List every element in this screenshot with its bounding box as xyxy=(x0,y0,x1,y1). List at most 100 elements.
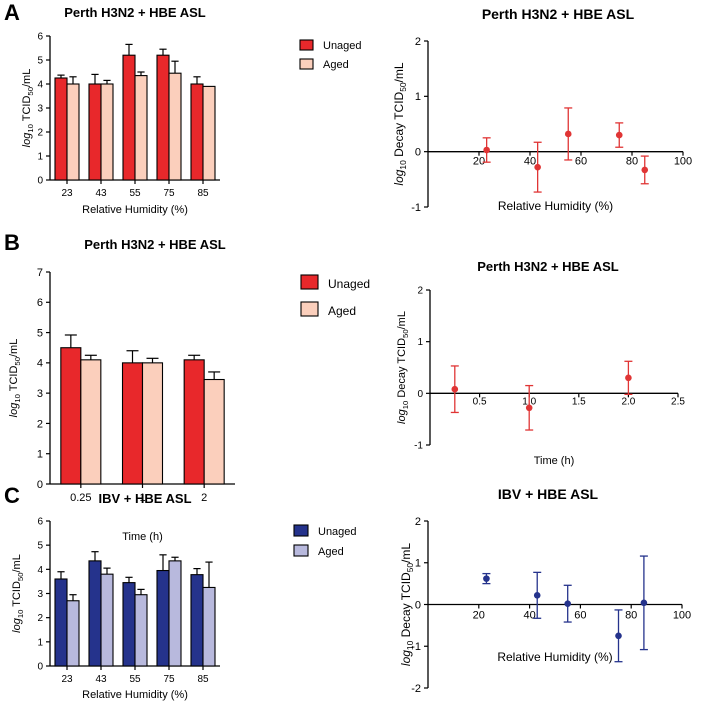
x-tick-label: 1 xyxy=(139,492,145,504)
legend-label: Aged xyxy=(318,546,344,558)
bar xyxy=(54,77,68,181)
y-axis-label-part: 10 xyxy=(405,640,415,650)
bar xyxy=(134,594,148,667)
bar xyxy=(190,83,204,181)
y-tick-label: 6 xyxy=(37,32,43,43)
y-axis-label-part: TCID xyxy=(8,366,20,395)
y-tick-label: 6 xyxy=(37,517,43,528)
y-axis-label-part: 50 xyxy=(401,329,410,338)
x-tick-label: 40 xyxy=(523,610,535,622)
y-tick-label: 2 xyxy=(415,36,421,48)
bar xyxy=(168,72,182,181)
y-tick-label: 1 xyxy=(37,449,43,461)
x-tick-label: 75 xyxy=(163,674,175,685)
y-tick-label: 2 xyxy=(37,613,43,624)
y-tick-label: 2 xyxy=(37,418,43,430)
legend-swatch xyxy=(300,274,319,290)
x-tick-label: 0.5 xyxy=(473,396,487,407)
y-axis-label-part: /mL xyxy=(21,69,33,87)
y-axis-label-part: 10 xyxy=(401,401,410,410)
x-tick-label: 2.0 xyxy=(621,396,635,407)
y-axis-label-part: log xyxy=(396,408,408,424)
data-point xyxy=(615,131,623,139)
bar xyxy=(88,83,102,181)
x-tick-label: 43 xyxy=(95,674,107,685)
data-point xyxy=(564,600,571,607)
data-point xyxy=(615,632,622,640)
y-tick-label: 4 xyxy=(37,80,43,91)
x-tick-label: 60 xyxy=(574,610,586,622)
bar xyxy=(156,569,170,667)
x-tick-label: 2.5 xyxy=(671,396,685,407)
legend-swatch xyxy=(299,39,314,51)
bar xyxy=(134,75,148,181)
x-tick-label: 23 xyxy=(61,188,73,199)
bar xyxy=(203,378,225,485)
x-tick-label: 0.25 xyxy=(70,492,91,504)
y-axis-label-part: /mL xyxy=(11,554,23,572)
data-point xyxy=(625,374,632,382)
y-axis-label-part: 50 xyxy=(13,357,22,366)
bar xyxy=(66,600,80,667)
bar xyxy=(141,362,164,485)
y-tick-label: 3 xyxy=(37,589,43,600)
x-tick-label: 100 xyxy=(673,610,691,622)
panel-label-b: B xyxy=(4,230,20,255)
x-axis-label: Relative Humidity (%) xyxy=(498,199,613,213)
y-axis-label-part: /mL xyxy=(399,543,413,563)
bar xyxy=(156,54,170,181)
bar xyxy=(202,586,216,667)
x-tick-label: 2 xyxy=(201,492,207,504)
x-tick-label: 20 xyxy=(473,610,485,622)
bar xyxy=(100,83,114,181)
legend-label: Unaged xyxy=(318,526,357,538)
chart-title: Perth H3N2 + HBE ASL xyxy=(84,237,226,252)
x-tick-label: 85 xyxy=(197,674,209,685)
x-tick-label: 75 xyxy=(163,188,175,199)
y-axis-label-part: 10 xyxy=(16,610,25,619)
bar xyxy=(122,582,136,667)
data-point xyxy=(640,599,648,607)
y-tick-label: 2 xyxy=(37,128,43,139)
y-tick-label: 3 xyxy=(37,388,43,400)
x-tick-label: 23 xyxy=(61,674,73,685)
y-tick-label: 7 xyxy=(37,267,43,279)
y-axis-label: log10 Decay TCID50/mL xyxy=(392,62,408,185)
y-axis-label: log10 Decay TCID50/mL xyxy=(399,543,415,666)
bar xyxy=(100,573,114,667)
data-point xyxy=(451,385,459,393)
legend-label: Unaged xyxy=(328,277,370,291)
y-axis-label-part: 50 xyxy=(398,82,408,92)
y-axis-label: log10 Decay TCID50/mL xyxy=(396,311,410,424)
data-point xyxy=(534,163,541,171)
data-point xyxy=(483,146,490,154)
bar xyxy=(88,560,102,667)
y-tick-label: 0 xyxy=(415,147,421,159)
bar xyxy=(80,359,102,485)
legend-label: Unaged xyxy=(323,40,362,52)
legend-label: Aged xyxy=(328,304,356,318)
y-axis-label-part: log xyxy=(8,402,20,418)
x-tick-label: 55 xyxy=(129,674,141,685)
y-axis-label-part: log xyxy=(399,650,413,666)
x-tick-label: 100 xyxy=(674,156,692,168)
x-axis-label: Time (h) xyxy=(534,455,575,467)
y-axis-label: log10 TCID50/mL xyxy=(11,554,25,633)
panel-label-a: A xyxy=(4,0,20,25)
y-tick-label: 0 xyxy=(37,662,43,673)
bar xyxy=(121,362,144,485)
y-axis-label-part: 50 xyxy=(405,563,415,573)
y-axis-label-part: 50 xyxy=(26,87,35,96)
y-tick-label: 0 xyxy=(37,479,43,491)
legend-swatch xyxy=(299,58,314,70)
y-tick-label: 1 xyxy=(415,558,421,570)
y-tick-label: 1 xyxy=(37,637,43,648)
x-tick-label: 55 xyxy=(129,188,141,199)
y-axis-label-part: log xyxy=(21,132,33,148)
y-axis-label-part: log xyxy=(11,617,23,633)
x-axis-label: Relative Humidity (%) xyxy=(497,650,612,664)
y-axis-label-part: 10 xyxy=(398,160,408,170)
panel-label-c: C xyxy=(4,483,20,508)
y-axis-label-part: TCID xyxy=(21,96,33,125)
